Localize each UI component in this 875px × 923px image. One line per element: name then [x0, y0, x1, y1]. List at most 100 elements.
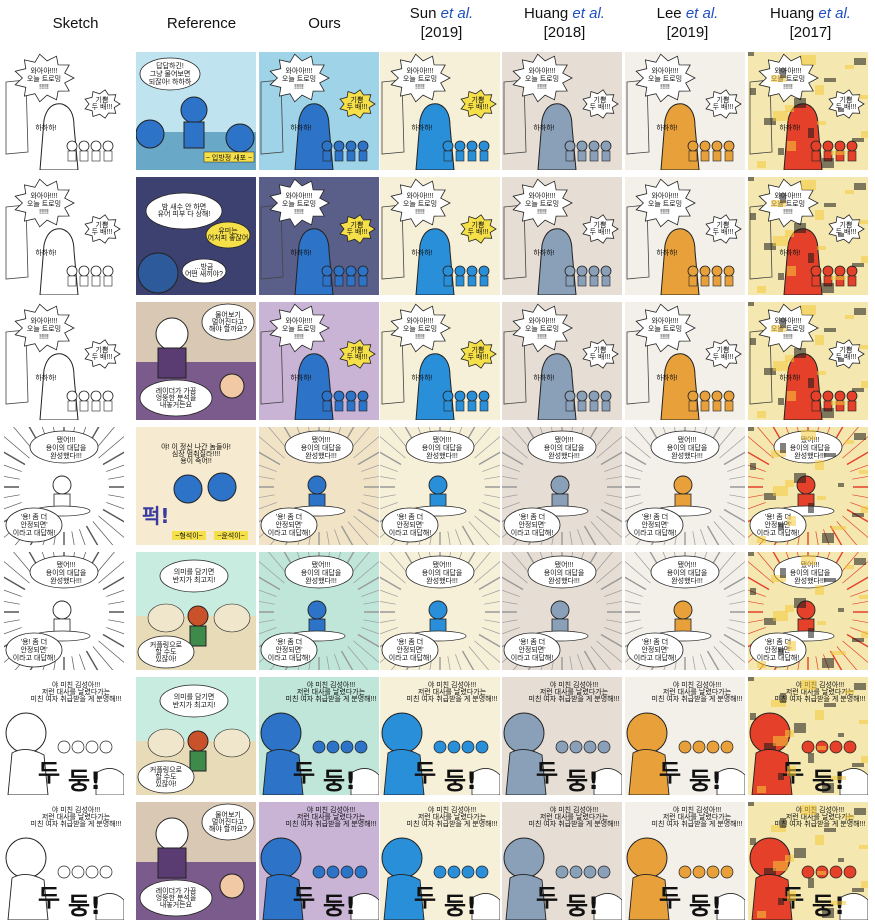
svg-text:안정되면': 안정되면'	[641, 520, 668, 529]
svg-text:미친 여자 취급받을 게 분명해!!!: 미친 여자 취급받을 게 분명해!!!	[775, 819, 866, 828]
svg-text:미친 여자 취급받을 게 분명해!!!: 미친 여자 취급받을 게 분명해!!!	[652, 819, 743, 828]
svg-text:됐어!!!: 됐어!!!	[555, 560, 574, 569]
svg-text:'용! 좀 더: '용! 좀 더	[519, 637, 546, 646]
svg-text:둥!: 둥!	[689, 892, 722, 920]
svg-text:두 배!!!: 두 배!!!	[590, 352, 611, 361]
svg-text:기쁨: 기쁨	[96, 220, 109, 229]
svg-text:이라고 대답해!: 이라고 대답해!	[268, 528, 311, 537]
svg-text:완성했다!!!: 완성했다!!!	[548, 576, 580, 585]
svg-text:안정되면': 안정되면'	[396, 645, 423, 654]
svg-text:두: 두	[38, 884, 60, 912]
comic-panel-image: 와아아!!!!오늘 트로밍!!!!! 기쁨두 배!!! 하하하!	[748, 52, 868, 170]
grid-cell-r6-c7: 야 미친 김성아!!! 저런 대사를 날렸다가는 미친 여자 취급받을 게 분명해!…	[748, 677, 871, 796]
svg-text:미친 여자 취급받을 게 분명해!!!: 미친 여자 취급받을 게 분명해!!!	[286, 819, 377, 828]
svg-text:이라고 대답해!: 이라고 대답해!	[389, 528, 432, 537]
svg-text:이라고 대답해!: 이라고 대답해!	[13, 653, 56, 662]
grid-cell-r2-c1: 와아아!!!! 오늘 트로밍!!!!! 기쁨 두 배!!! 하하하!	[4, 177, 127, 296]
grid-cell-r5-c4: 됐어!!! 용이의 대답을 완성했다!!! '용! 좀 더 안정되면' 이라고 대답해!	[380, 552, 503, 671]
svg-text:이라고 대답해!: 이라고 대답해!	[634, 653, 677, 662]
svg-text:!!!!!: !!!!!	[783, 84, 793, 91]
svg-text:그냥 물어보면: 그냥 물어보면	[150, 69, 191, 78]
svg-text:오늘 트로밍: 오늘 트로밍	[403, 324, 437, 333]
svg-text:와아아!!!!: 와아아!!!!	[651, 191, 678, 200]
svg-text:용이의 대답을: 용이의 대답을	[422, 568, 463, 577]
svg-text:두: 두	[659, 759, 681, 787]
grid-cell-r5-c5: 됐어!!! 용이의 대답을 완성했다!!! '용! 좀 더 안정되면' 이라고 대답해!	[502, 552, 625, 671]
svg-text:하하하!: 하하하!	[411, 248, 432, 257]
svg-text:오늘 트로밍: 오늘 트로밍	[403, 74, 437, 83]
svg-text:안정되면': 안정되면'	[641, 645, 668, 654]
svg-text:두: 두	[659, 884, 681, 912]
svg-text:기쁨: 기쁨	[472, 220, 485, 229]
svg-text:하하하!: 하하하!	[533, 248, 554, 257]
svg-text:하하하!: 하하하!	[656, 248, 677, 257]
grid-cell-r3-c4: 와아아!!!! 오늘 트로밍!!!!! 기쁨 두 배!!! 하하하!	[380, 302, 503, 421]
svg-text:기쁨: 기쁨	[717, 345, 730, 354]
svg-text:기쁨: 기쁨	[472, 95, 485, 104]
grid-cell-r7-c4: 야 미친 김성아!!! 저런 대사를 날렸다가는 미친 여자 취급받을 게 분명해!…	[380, 802, 503, 921]
column-headers: Sketch Reference Ours Sun et al. [2019] H…	[0, 0, 875, 50]
svg-text:완성했다!!!: 완성했다!!!	[305, 451, 337, 460]
svg-text:와아아!!!!: 와아아!!!!	[528, 66, 555, 75]
svg-text:기쁨: 기쁨	[717, 220, 730, 229]
comic-panel-image: 와아아!!!!오늘 트로밍!!!!! 기쁨두 배!!! 하하하!	[625, 177, 745, 295]
svg-text:두: 두	[536, 759, 558, 787]
svg-text:둥!: 둥!	[444, 767, 477, 795]
svg-text:멀어진다고: 멀어진다고	[212, 317, 245, 326]
grid-cell-r2-c2: 밤 새수 안 하면 유어 피부 다 상해! 유미는 어처피 좋잖어 ...방금 어떤 새끼…	[136, 177, 259, 296]
svg-text:완성했다!!!: 완성했다!!!	[671, 576, 703, 585]
comic-panel-image: 와아아!!!!오늘 트로밍!!!!! 기쁨두 배!!! 하하하!	[4, 52, 124, 170]
svg-text:두 배!!!: 두 배!!!	[347, 352, 368, 361]
svg-text:야 미친 김성아!!!: 야 미친 김성아!!!	[673, 680, 721, 689]
grid-cell-r3-c6: 와아아!!!! 오늘 트로밍!!!!! 기쁨 두 배!!! 하하하!	[625, 302, 748, 421]
svg-text:저런 대사를 날렸다가는: 저런 대사를 날렸다가는	[42, 687, 111, 696]
svg-text:하하하!: 하하하!	[35, 123, 56, 132]
svg-text:오늘 트로밍: 오늘 트로밍	[282, 324, 316, 333]
svg-text:둥!: 둥!	[68, 767, 101, 795]
svg-text:두 배!!!: 두 배!!!	[347, 227, 368, 236]
svg-text:오늘 트로밍: 오늘 트로밍	[525, 324, 559, 333]
svg-text:!!!!!: !!!!!	[294, 334, 304, 341]
grid-cell-r3-c1: 와아아!!!! 오늘 트로밍!!!!! 기쁨 두 배!!! 하하하!	[4, 302, 127, 421]
svg-text:기쁨: 기쁨	[351, 220, 364, 229]
svg-text:!!!!!: !!!!!	[537, 209, 547, 216]
svg-text:이라고 대답해!: 이라고 대답해!	[757, 528, 800, 537]
svg-text:안정되면': 안정되면'	[275, 520, 302, 529]
svg-text:두 배!!!: 두 배!!!	[590, 227, 611, 236]
svg-text:야 미친 김성아!!!: 야 미친 김성아!!!	[428, 680, 476, 689]
svg-text:됐어!!!: 됐어!!!	[57, 435, 76, 444]
grid-cell-r4-c4: 됐어!!! 용이의 대답을 완성했다!!! '용! 좀 더 안정되면' 이라고 대답해!	[380, 427, 503, 546]
svg-text:'용! 좀 더: '용! 좀 더	[642, 512, 669, 521]
comic-panel-image: 와아아!!!!오늘 트로밍!!!!! 기쁨두 배!!! 하하하!	[259, 52, 379, 170]
svg-text:심장 멈춰질라!!!!: 심장 멈춰질라!!!!	[172, 449, 220, 458]
svg-text:미친 여자 취급받을 게 분명해!!!: 미친 여자 취급받을 게 분명해!!!	[775, 694, 866, 703]
svg-text:안정되면': 안정되면'	[518, 520, 545, 529]
svg-text:!!!!!: !!!!!	[39, 334, 49, 341]
svg-text:하하하!: 하하하!	[779, 373, 800, 382]
svg-text:두 배!!!: 두 배!!!	[713, 102, 734, 111]
svg-text:!!!!!: !!!!!	[660, 209, 670, 216]
grid-cell-r6-c1: 야 미친 김성아!!! 저런 대사를 날렸다가는 미친 여자 취급받을 게 분명해!…	[4, 677, 127, 796]
svg-text:!!!!!: !!!!!	[294, 84, 304, 91]
svg-text:이라고 대답해!: 이라고 대답해!	[511, 653, 554, 662]
svg-text:두: 두	[414, 759, 436, 787]
comic-panel-image: 와아아!!!!오늘 트로밍!!!!! 기쁨두 배!!! 하하하!	[380, 302, 500, 420]
grid-cell-r3-c3: 와아아!!!! 오늘 트로밍!!!!! 기쁨 두 배!!! 하하하!	[259, 302, 382, 421]
svg-text:완성했다!!!: 완성했다!!!	[50, 451, 82, 460]
comic-panel-image: 와아아!!!!오늘 트로밍!!!!! 기쁨두 배!!! 하하하!	[748, 302, 868, 420]
svg-text:오늘 트로밍: 오늘 트로밍	[525, 74, 559, 83]
comic-panel-image: 와아아!!!!오늘 트로밍!!!!! 기쁨두 배!!! 하하하!	[259, 302, 379, 420]
svg-text:기쁨: 기쁨	[594, 95, 607, 104]
svg-text:이라고 대답해!: 이라고 대답해!	[389, 653, 432, 662]
svg-text:완성했다!!!: 완성했다!!!	[794, 451, 826, 460]
grid-cell-r2-c7: 와아아!!!! 오늘 트로밍!!!!! 기쁨 두 배!!! 하하하!	[748, 177, 871, 296]
svg-text:물어보기: 물어보기	[215, 310, 241, 319]
svg-text:두: 두	[536, 884, 558, 912]
svg-text:저런 대사를 날렸다가는: 저런 대사를 날렸다가는	[540, 687, 609, 696]
svg-text:둥!: 둥!	[323, 892, 356, 920]
